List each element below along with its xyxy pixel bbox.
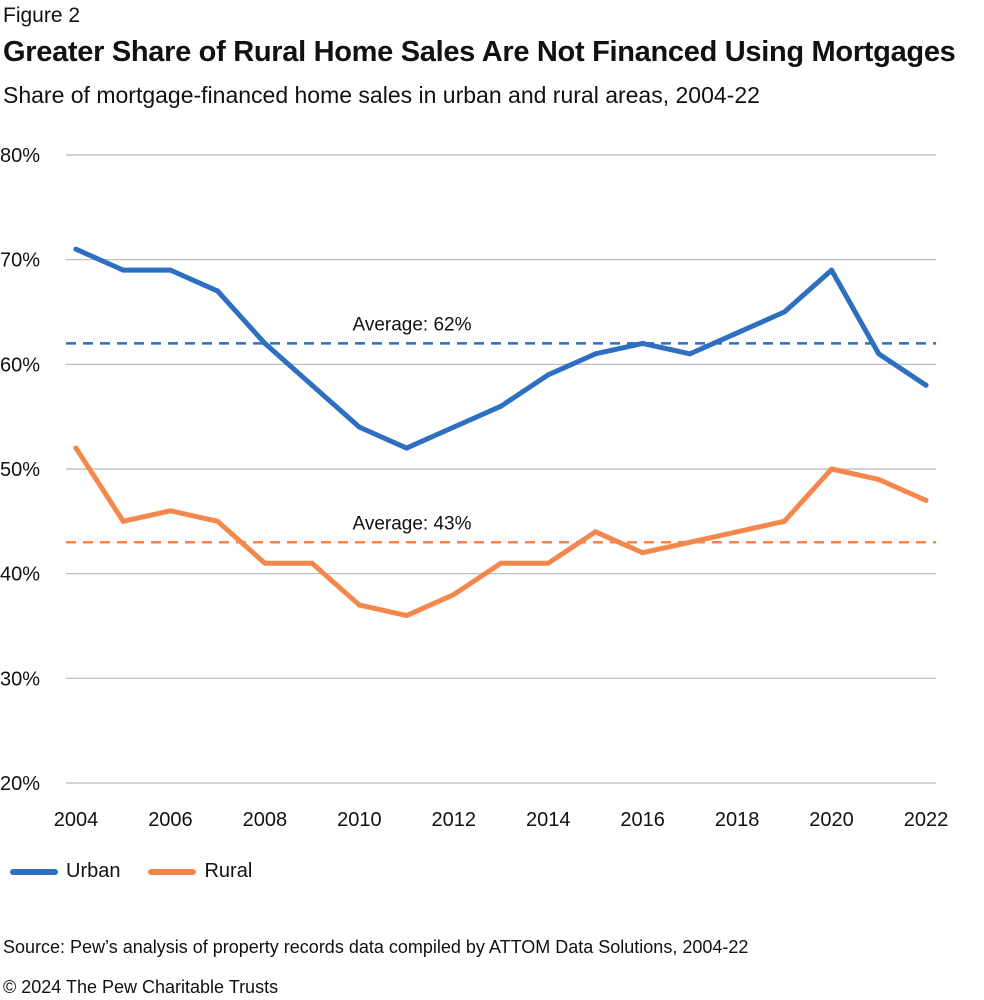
x-tick-label: 2016: [620, 809, 665, 831]
x-tick-label: 2010: [337, 809, 382, 831]
data-point-rural: [262, 560, 268, 566]
data-point-rural: [876, 476, 882, 482]
data-point-rural: [451, 592, 457, 598]
data-point-urban: [215, 288, 221, 294]
data-point-rural: [781, 518, 787, 524]
data-point-rural: [923, 497, 929, 503]
chart-subtitle: Share of mortgage-financed home sales in…: [3, 82, 760, 108]
data-point-rural: [498, 560, 504, 566]
y-tick-label: 30%: [0, 668, 40, 690]
data-point-rural: [640, 550, 646, 556]
y-tick-label: 50%: [0, 459, 40, 481]
y-tick-label: 40%: [0, 564, 40, 586]
data-point-urban: [545, 372, 551, 378]
data-point-rural: [120, 518, 126, 524]
data-point-rural: [734, 529, 740, 535]
data-point-urban: [356, 424, 362, 430]
series-line-rural: [73, 445, 929, 619]
data-point-urban: [498, 403, 504, 409]
data-point-urban: [73, 246, 79, 252]
figure-label: Figure 2: [3, 4, 81, 27]
y-tick-label: 70%: [0, 250, 40, 272]
legend-item-urban: Urban: [10, 860, 120, 883]
data-point-rural: [404, 613, 410, 619]
data-point-urban: [120, 267, 126, 273]
data-point-urban: [167, 267, 173, 273]
legend-label-rural: Rural: [204, 860, 253, 882]
data-point-rural: [545, 560, 551, 566]
legend-swatch-rural: [148, 868, 197, 875]
legend-item-rural: Rural: [148, 860, 252, 883]
data-point-urban: [687, 351, 693, 357]
x-tick-label: 2012: [432, 809, 477, 831]
y-tick-label: 80%: [0, 145, 40, 167]
y-tick-label: 20%: [0, 773, 40, 795]
data-point-urban: [734, 330, 740, 336]
data-point-urban: [829, 267, 835, 273]
legend-swatch-urban: [10, 868, 58, 875]
average-label: Average: 62%: [352, 314, 471, 335]
line-chart: 20% 30% 40% 50% 60% 70% 80% 2004 2006 2008 2010 201…: [0, 145, 949, 831]
data-point-rural: [215, 518, 221, 524]
copyright-note: © 2024 The Pew Charitable Trusts: [3, 977, 279, 997]
legend-label-urban: Urban: [66, 860, 121, 882]
x-tick-label: 2008: [243, 809, 288, 831]
chart-title: Greater Share of Rural Home Sales Are No…: [3, 36, 956, 68]
data-point-urban: [876, 351, 882, 357]
x-tick-label: 2004: [54, 809, 99, 831]
x-tick-label: 2006: [148, 809, 193, 831]
data-point-rural: [73, 445, 79, 451]
x-tick-label: 2014: [526, 809, 571, 831]
data-point-rural: [356, 602, 362, 608]
data-point-rural: [687, 539, 693, 545]
data-point-rural: [592, 529, 598, 535]
average-label: Average: 43%: [352, 513, 471, 534]
series-line-urban: [73, 246, 929, 451]
data-point-urban: [781, 309, 787, 315]
data-point-urban: [309, 382, 315, 388]
data-point-urban: [451, 424, 457, 430]
data-point-urban: [640, 340, 646, 346]
data-point-rural: [829, 466, 835, 472]
legend: Urban Rural: [10, 860, 252, 883]
source-note: Source: Pew’s analysis of property recor…: [3, 937, 749, 957]
data-point-rural: [309, 560, 315, 566]
data-point-urban: [592, 351, 598, 357]
data-point-rural: [167, 508, 173, 514]
data-point-urban: [923, 382, 929, 388]
y-tick-label: 60%: [0, 354, 40, 376]
x-tick-label: 2018: [715, 809, 760, 831]
data-point-urban: [404, 445, 410, 451]
x-tick-label: 2022: [904, 809, 949, 831]
data-point-urban: [262, 340, 268, 346]
x-tick-label: 2020: [809, 809, 854, 831]
